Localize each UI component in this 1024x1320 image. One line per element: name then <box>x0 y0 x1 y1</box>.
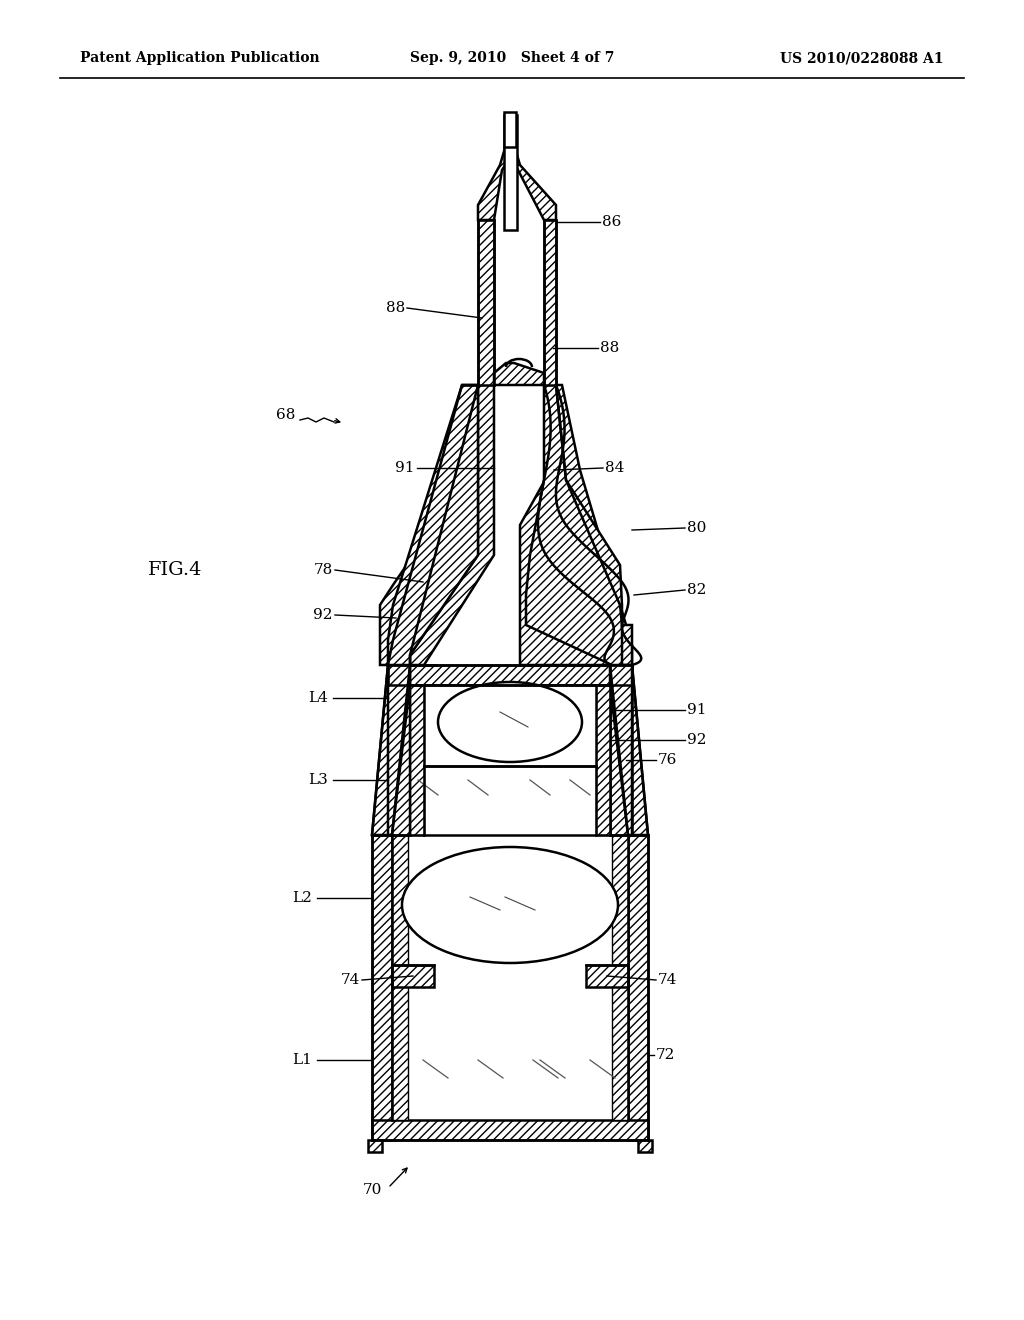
Text: 72: 72 <box>656 1048 676 1063</box>
Polygon shape <box>410 385 494 665</box>
Ellipse shape <box>402 847 618 964</box>
Text: L2: L2 <box>292 891 312 906</box>
Polygon shape <box>494 363 544 385</box>
Bar <box>504 112 516 147</box>
Text: Sep. 9, 2010   Sheet 4 of 7: Sep. 9, 2010 Sheet 4 of 7 <box>410 51 614 65</box>
Text: 82: 82 <box>687 583 707 597</box>
Text: 88: 88 <box>600 341 620 355</box>
Polygon shape <box>478 148 556 220</box>
Text: L1: L1 <box>292 1053 312 1067</box>
Bar <box>596 685 610 836</box>
Bar <box>372 1119 648 1140</box>
Text: Patent Application Publication: Patent Application Publication <box>80 51 319 65</box>
Polygon shape <box>372 665 410 836</box>
Text: 91: 91 <box>395 461 415 475</box>
Text: 86: 86 <box>602 215 622 228</box>
Text: 74: 74 <box>341 973 360 987</box>
Bar <box>610 665 632 836</box>
Bar <box>392 836 408 1119</box>
Bar <box>388 665 632 685</box>
Bar <box>638 1140 652 1152</box>
Text: 88: 88 <box>386 301 406 315</box>
Polygon shape <box>610 665 648 836</box>
Bar <box>392 965 434 987</box>
Text: 78: 78 <box>313 564 333 577</box>
Bar <box>478 220 494 385</box>
Bar <box>612 836 628 1119</box>
Text: 92: 92 <box>687 733 707 747</box>
Bar <box>544 220 556 385</box>
Text: 70: 70 <box>362 1183 382 1197</box>
Bar <box>388 665 410 836</box>
Text: 80: 80 <box>687 521 707 535</box>
Bar <box>410 685 424 836</box>
Bar <box>424 685 596 766</box>
Text: US 2010/0228088 A1: US 2010/0228088 A1 <box>780 51 944 65</box>
Bar <box>372 836 392 1140</box>
Polygon shape <box>520 385 632 665</box>
Text: 91: 91 <box>687 704 707 717</box>
Bar <box>628 836 648 1140</box>
Polygon shape <box>380 455 482 665</box>
Text: L4: L4 <box>308 690 328 705</box>
Text: 74: 74 <box>658 973 677 987</box>
Polygon shape <box>388 385 478 665</box>
Bar <box>586 965 628 987</box>
Bar <box>368 1140 382 1152</box>
Text: 76: 76 <box>658 752 677 767</box>
Text: L3: L3 <box>308 774 328 787</box>
Ellipse shape <box>438 682 582 762</box>
Text: 92: 92 <box>313 609 333 622</box>
Text: FIG.4: FIG.4 <box>148 561 203 579</box>
Bar <box>504 115 517 230</box>
Text: 68: 68 <box>275 408 295 422</box>
Text: 84: 84 <box>605 461 625 475</box>
Polygon shape <box>526 385 632 665</box>
